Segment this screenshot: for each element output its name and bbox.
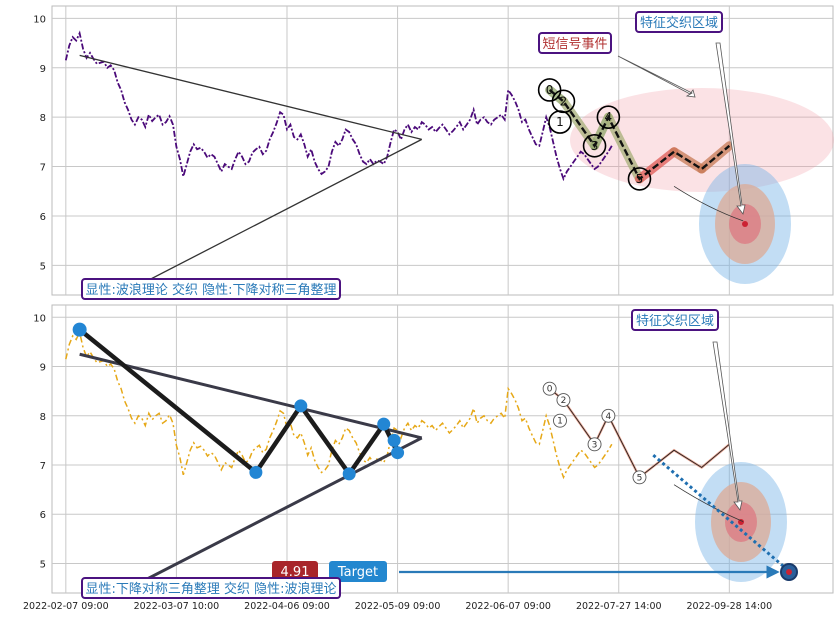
wave-point-label: 5 <box>636 172 644 186</box>
feature-zone-ellipse <box>570 88 834 192</box>
x-tick-label: 2022-09-28 14:00 <box>687 601 773 612</box>
x-tick-label: 2022-04-06 09:00 <box>244 601 330 612</box>
explicit-implicit-box <box>81 577 341 599</box>
wave-point-marker <box>627 167 652 191</box>
y-tick-label: 5 <box>40 261 46 272</box>
top-panel: 5 6 7 8 9 10 02 1 3 4 5 显性:波浪理论 交织 隐性:下降对称三角整理 短信号事件… <box>33 5 834 300</box>
y-tick-label: 7 <box>40 163 46 174</box>
x-axis: 2022-02-07 09:00 2022-03-07 10:00 2022-04-… <box>23 601 772 612</box>
pivot-point <box>342 467 356 481</box>
feature-zone-arrow <box>715 42 746 215</box>
wave-point-label: 1 <box>556 115 564 129</box>
pivot-point <box>377 417 391 431</box>
price-series-line <box>65 329 613 480</box>
short-signal-box <box>538 32 612 54</box>
wave-point-marker <box>556 393 571 407</box>
target-center-dot <box>742 221 748 227</box>
wave-point-marker <box>553 413 567 428</box>
projection-line <box>673 185 744 222</box>
x-tick-label: 2022-05-09 09:00 <box>355 601 441 612</box>
feature-zone-box <box>635 11 723 33</box>
y-tick-label: 8 <box>40 113 46 124</box>
explicit-implicit-label: 显性:下降对称三角整理 交织 隐性:波浪理论 <box>85 581 336 597</box>
y-tick-label: 9 <box>40 64 46 75</box>
x-tick-label: 2022-03-07 10:00 <box>134 601 220 612</box>
wave-point-marker <box>548 110 572 134</box>
pivot-point <box>72 322 87 337</box>
plot-area <box>51 304 834 594</box>
pivot-point <box>387 433 401 447</box>
feature-zone-box <box>631 309 719 331</box>
projection-line <box>673 484 744 522</box>
target-marker-dot <box>786 569 792 575</box>
wave-point-label: 4 <box>606 412 612 422</box>
wave-point-marker <box>582 134 607 158</box>
wave-point-marker <box>542 381 557 396</box>
y-tick-label: 6 <box>40 510 46 521</box>
price-series-line <box>64 30 613 182</box>
explicit-implicit-box <box>81 278 341 300</box>
wave-point-label: 3 <box>592 440 598 450</box>
wave-point-label: 2 <box>561 396 567 406</box>
pivot-point <box>391 446 405 460</box>
wave-path <box>549 388 730 479</box>
wave-point-label: 5 <box>637 473 643 483</box>
triangle-upper-line <box>79 54 422 141</box>
y-tick-label: 10 <box>33 14 46 25</box>
plot-area <box>51 5 834 296</box>
short-signal-arrow <box>617 55 696 98</box>
feature-zone-label: 特征交织区域 <box>640 15 718 31</box>
x-tick-label: 2022-06-07 09:00 <box>465 601 551 612</box>
feature-zone-label: 特征交织区域 <box>636 313 714 329</box>
short-signal-label: 短信号事件 <box>542 37 607 52</box>
wave-point-label: 2 <box>560 94 568 108</box>
target-badge-label: Target <box>337 565 378 580</box>
price-badge-label: 4.91 <box>281 565 310 580</box>
x-tick-label: 2022-02-07 09:00 <box>23 601 109 612</box>
pivot-point <box>294 399 308 413</box>
explicit-implicit-label: 显性:波浪理论 交织 隐性:下降对称三角整理 <box>85 282 336 298</box>
y-tick-label: 8 <box>40 412 46 423</box>
price-badge <box>272 561 318 582</box>
y-tick-label: 9 <box>40 363 46 374</box>
feature-zone-arrow <box>712 341 743 511</box>
wave-point-marker <box>632 470 647 485</box>
wave-point-marker <box>596 105 621 129</box>
y-tick-label: 7 <box>40 461 46 472</box>
wave-point-label: 4 <box>605 110 613 124</box>
target-center-dot <box>738 519 744 525</box>
wave-point-label: 0 <box>546 83 554 97</box>
target-badge <box>329 561 387 582</box>
triangle-lower-line <box>123 436 423 592</box>
y-tick-label: 6 <box>40 212 46 223</box>
x-tick-label: 2022-07-27 14:00 <box>576 601 662 612</box>
wave-point-label: 0 <box>547 385 553 395</box>
wave-point-label: 3 <box>591 139 599 153</box>
wave-point-label: 1 <box>557 417 563 427</box>
y-tick-label: 5 <box>40 559 46 570</box>
triangle-lower-line <box>124 138 423 294</box>
wave-path <box>548 89 731 181</box>
pivot-point <box>249 465 263 479</box>
wave-point-marker <box>601 408 616 423</box>
wave-point-marker <box>587 437 602 452</box>
y-tick-label: 10 <box>33 313 46 324</box>
triangle-upper-line <box>79 352 423 440</box>
